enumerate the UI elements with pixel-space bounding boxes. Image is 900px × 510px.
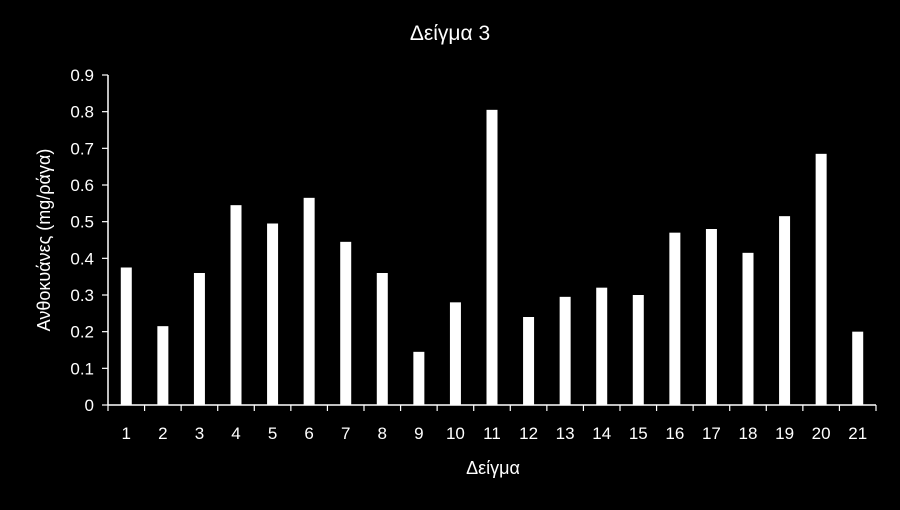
x-tick-label: 3 [195,424,204,443]
bar [230,205,242,405]
bar [669,232,681,405]
x-tick-label: 21 [848,424,867,443]
y-tick-label: 0.4 [70,249,94,268]
bar [449,302,461,405]
bars [120,109,864,405]
y-tick-label: 0.7 [70,139,94,158]
tick-labels: 00.10.20.30.40.50.60.70.80.91 2 3 4 5 6 7 8 9 10 1… [70,66,867,443]
bar [157,326,169,405]
x-tick-label: 14 [592,424,611,443]
bar [815,153,827,405]
x-tick-label: 17 [702,424,721,443]
x-tick-label: 2 [158,424,167,443]
y-tick-label: 0.1 [70,359,94,378]
x-tick-label: 19 [775,424,794,443]
bar [742,252,754,405]
x-tick-label: 4 [231,424,240,443]
bar [559,296,571,405]
x-tick-label: 12 [519,424,538,443]
bar [523,317,535,405]
x-tick-label: 7 [341,424,350,443]
y-tick-label: 0.6 [70,176,94,195]
x-tick-label: 11 [483,424,501,443]
bar [779,216,791,405]
x-tick-label: 18 [739,424,758,443]
bar [340,241,352,405]
x-tick-label: 10 [446,424,465,443]
bar [632,295,644,405]
y-tick-label: 0.5 [70,213,94,232]
y-tick-label: 0.9 [70,66,94,85]
bar [705,229,717,405]
y-tick-label: 0 [85,396,94,415]
x-tick-label: 16 [665,424,684,443]
y-axis-label: Ανθοκυάνες (mg/ράγα) [34,149,54,332]
x-tick-label: 1 [122,424,131,443]
bar [120,267,132,405]
bar [413,351,425,405]
bar [852,331,864,405]
x-tick-label: 9 [414,424,423,443]
bar [267,223,279,405]
y-tick-label: 0.8 [70,103,94,122]
bar [486,109,498,405]
y-tick-label: 0.2 [70,323,94,342]
bar [596,287,608,405]
x-tick-label: 20 [812,424,831,443]
bar [376,273,388,405]
y-tick-label: 0.3 [70,286,94,305]
x-tick-label: 5 [268,424,277,443]
x-axis-label: Δείγμα [466,458,520,478]
bar [303,197,315,405]
x-tick-label: 8 [378,424,387,443]
bar [193,273,205,405]
x-tick-label: 13 [556,424,575,443]
x-tick-label: 6 [304,424,313,443]
chart-title: Δείγμα 3 [410,22,490,45]
x-tick-label: 15 [629,424,648,443]
